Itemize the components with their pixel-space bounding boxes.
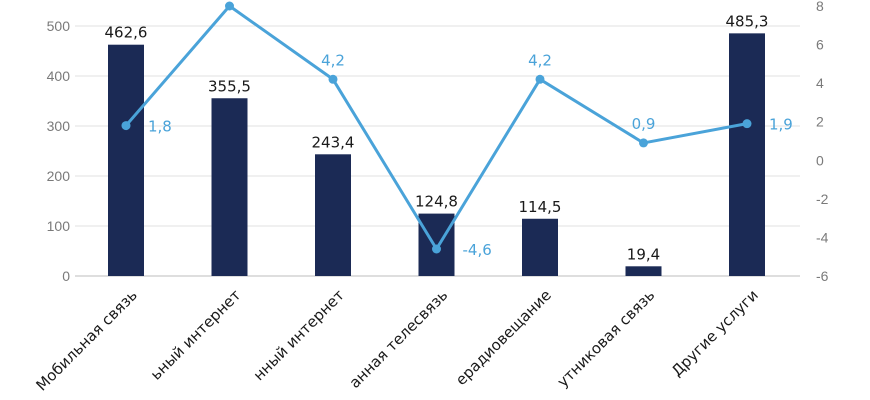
line-value-labels: 1,8 4,2 -4,6 4,2 0,9 1,9 [148,51,793,259]
right-tick-label: 0 [816,152,824,168]
category-label: Мобильная связь [32,286,140,394]
bar-value-label: 355,5 [208,77,251,95]
line-point [742,119,752,129]
bar [315,154,351,276]
line-series [121,1,752,254]
bar-value-label: 19,4 [627,245,660,263]
right-axis-ticks: -6 -4 -2 0 2 4 6 8 [816,0,829,284]
left-tick-label: 200 [47,168,71,184]
left-tick-label: 0 [62,268,70,284]
bar-value-label: 462,6 [105,24,148,42]
category-label: ьный интернет [147,286,245,384]
right-tick-label: -6 [816,268,829,284]
right-tick-label: -4 [816,229,829,245]
category-label: анная телесвязь [346,286,452,392]
line-value-label: 4,2 [528,51,552,69]
category-label: ерадиовещание [452,286,555,389]
bar-value-labels: 462,6 355,5 243,4 124,8 114,5 19,4 485,3 [105,12,769,263]
line-value-label: 0,9 [632,115,656,133]
bar-value-label: 243,4 [312,133,355,151]
gridlines [75,25,800,277]
left-axis-ticks: 0 100 200 300 400 500 [47,18,71,284]
right-tick-label: 4 [816,75,824,91]
line-value-label: 4,2 [321,51,345,69]
bar [211,98,248,276]
line-point [225,1,234,11]
right-tick-label: 8 [816,0,824,14]
left-tick-label: 300 [47,118,71,134]
category-labels: Мобильная связь ьный интернет нный интерне… [32,286,761,395]
bar-value-label: 114,5 [519,198,562,216]
right-tick-label: 2 [816,114,824,130]
line-value-label: -4,6 [463,241,492,259]
bar-series [108,33,765,277]
line-point [639,138,648,148]
bar [522,218,558,276]
bar [108,44,144,277]
line-point [535,74,545,84]
category-label: Другие услуги [668,286,762,380]
left-tick-label: 100 [47,218,71,234]
line-point [328,74,338,84]
line-value-label: 1,8 [148,118,172,136]
right-tick-label: 6 [816,37,824,53]
bar [729,33,765,276]
line-point [121,121,131,131]
line-point [432,244,441,254]
bar-value-label: 124,8 [415,193,458,211]
right-tick-label: -2 [816,191,829,207]
left-tick-label: 400 [47,68,71,84]
bar [625,266,662,276]
category-label: утниковая связь [554,286,659,391]
bar-value-label: 485,3 [726,12,769,30]
line-value-label: 1,9 [769,116,793,134]
left-tick-label: 500 [47,18,71,34]
category-label: нный интернет [250,286,348,384]
